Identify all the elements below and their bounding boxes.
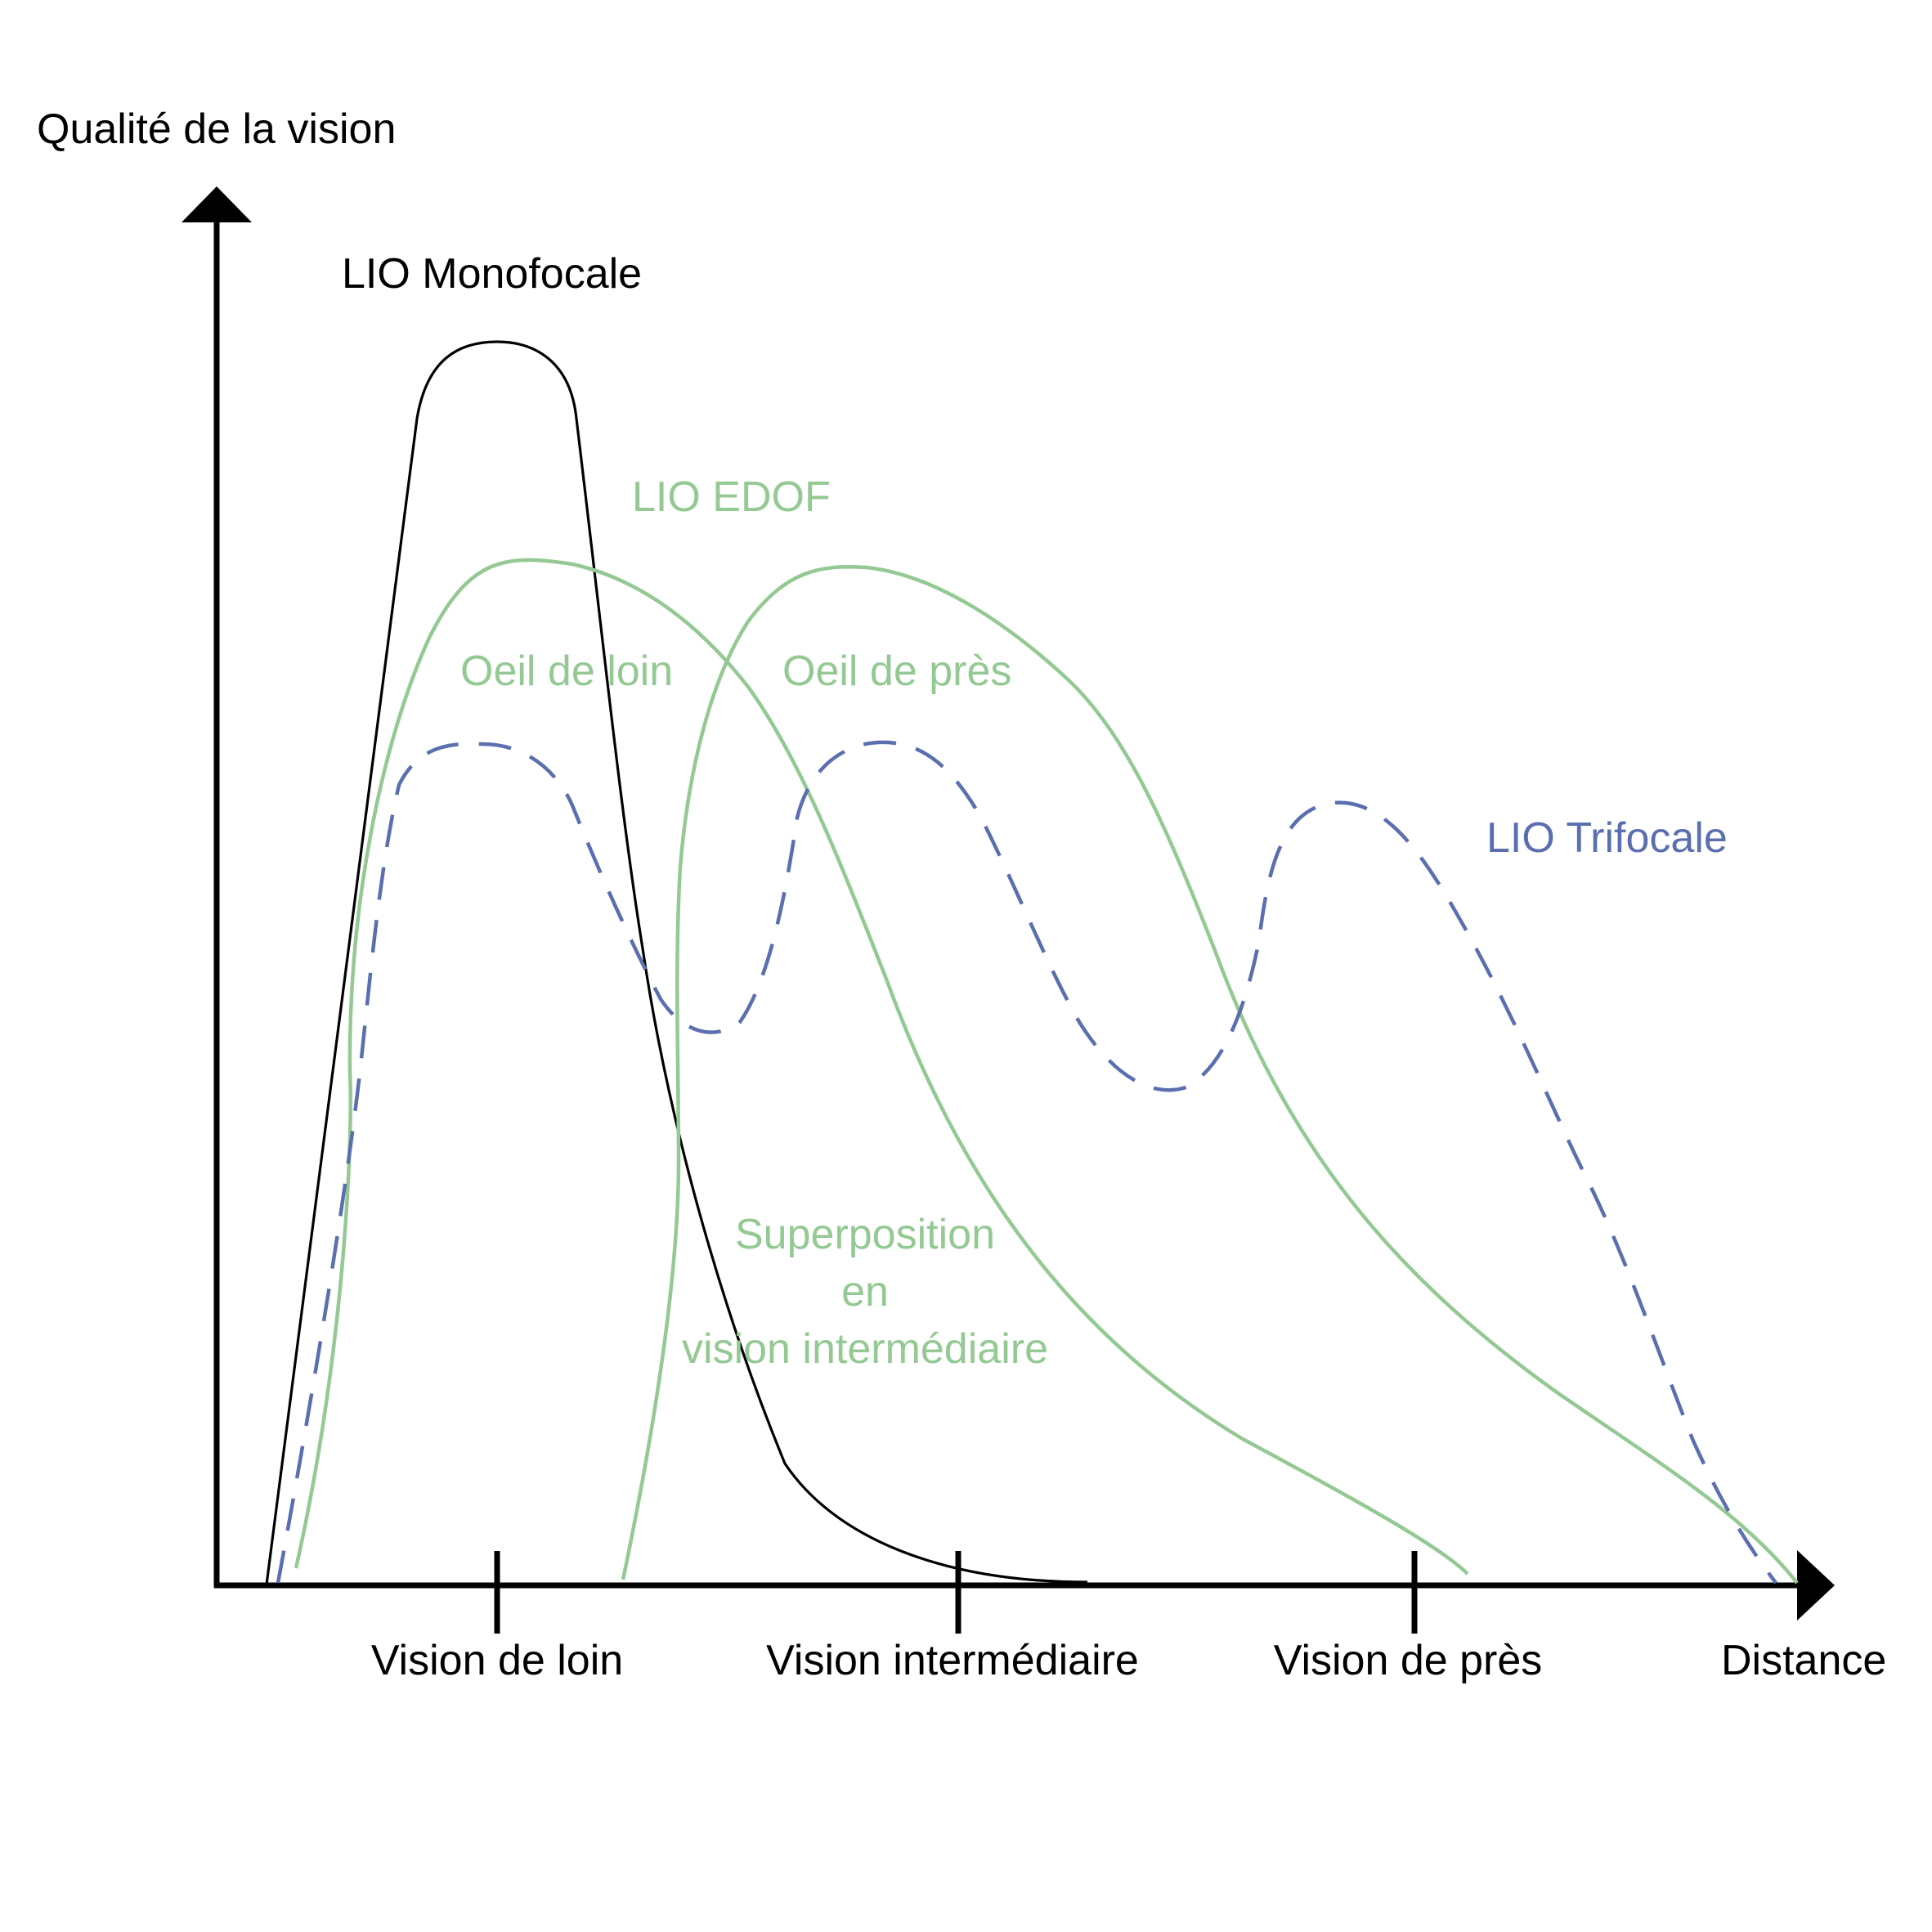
- label-superposition-line1: Superposition: [735, 1211, 995, 1258]
- y-axis-arrow: [182, 186, 252, 222]
- label-lio-edof: LIO EDOF: [632, 473, 831, 521]
- series-edof-oeil-loin-curve: [294, 558, 1469, 1576]
- x-axis-label: Distance: [1721, 1637, 1886, 1684]
- label-superposition-line2: en: [841, 1268, 889, 1316]
- x-axis-arrow: [1797, 1550, 1835, 1620]
- label-lio-monofocale: LIO Monofocale: [342, 250, 642, 298]
- tick-label-vision-pres: Vision de près: [1274, 1637, 1543, 1684]
- series-edof-oeil-pres-curve: [621, 564, 1799, 1585]
- label-lio-trifocale: LIO Trifocale: [1486, 814, 1728, 862]
- label-oeil-de-loin: Oeil de loin: [460, 648, 673, 695]
- series-monofocale-curve: [265, 340, 1088, 1585]
- series-trifocale-curve: [276, 740, 1777, 1585]
- y-axis-label: Qualité de la vision: [37, 105, 396, 153]
- tick-label-vision-intermediaire: Vision intermédiaire: [766, 1637, 1139, 1684]
- label-oeil-de-pres: Oeil de près: [782, 648, 1011, 695]
- tick-label-vision-loin: Vision de loin: [371, 1637, 623, 1684]
- label-superposition-line3: vision intermédiaire: [682, 1325, 1048, 1373]
